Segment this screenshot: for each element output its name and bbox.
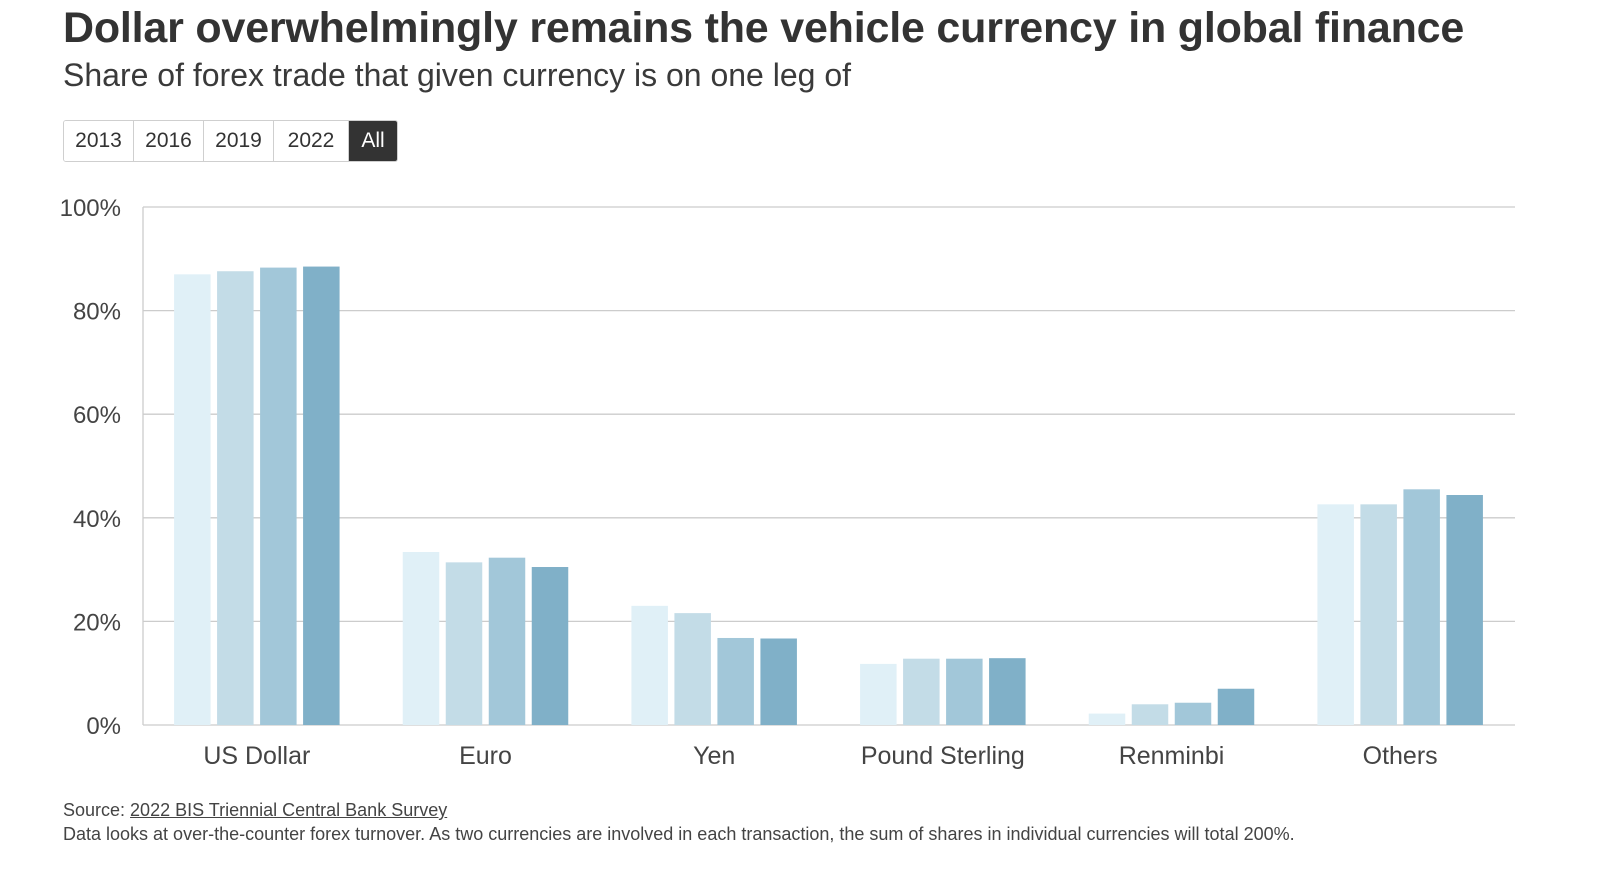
- tab-2019[interactable]: 2019: [204, 121, 274, 161]
- tab-all[interactable]: All: [349, 121, 397, 161]
- x-axis-category-labels: US Dollar Euro Yen Pound Sterling Renminbi Ot…: [203, 742, 1437, 770]
- y-tick-label: 80%: [73, 299, 121, 326]
- bar: [860, 663, 897, 725]
- tab-2022[interactable]: 2022: [274, 121, 349, 161]
- bar: [946, 658, 983, 725]
- bar: [631, 605, 668, 725]
- bar: [674, 613, 711, 725]
- x-tick-label: US Dollar: [203, 742, 310, 770]
- bar: [903, 658, 940, 725]
- footnote: Data looks at over-the-counter forex tur…: [63, 824, 1295, 844]
- x-tick-label: Renminbi: [1119, 742, 1225, 770]
- y-tick-label: 60%: [73, 402, 121, 429]
- bar: [1403, 489, 1440, 725]
- bar: [488, 557, 526, 725]
- bar: [1317, 504, 1354, 725]
- source-line: Source: 2022 BIS Triennial Central Bank …: [63, 800, 447, 821]
- bar: [174, 274, 211, 725]
- bar: [445, 562, 483, 725]
- bar: [760, 638, 797, 725]
- bar: [260, 267, 297, 725]
- tab-2013[interactable]: 2013: [64, 121, 134, 161]
- bar-chart: 0% 20% 40% 60% 80% 100% US Dollar Euro Yen Pound…: [60, 195, 1515, 770]
- y-axis-tick-labels: 0% 20% 40% 60% 80% 100%: [60, 195, 121, 740]
- year-filter-tabs: 2013 2016 2019 2022 All: [63, 120, 398, 162]
- bar: [1217, 688, 1255, 725]
- x-tick-label: Others: [1363, 742, 1438, 770]
- chart-subtitle: Share of forex trade that given currency…: [63, 57, 852, 93]
- bar: [1088, 713, 1126, 725]
- y-tick-label: 40%: [73, 506, 121, 533]
- x-tick-label: Euro: [459, 742, 512, 770]
- bar: [989, 658, 1026, 725]
- chart-title: Dollar overwhelmingly remains the vehicl…: [63, 4, 1465, 52]
- y-tick-label: 0%: [86, 713, 121, 740]
- bar: [303, 266, 340, 725]
- bar: [402, 551, 440, 725]
- bar: [717, 637, 754, 725]
- bar: [1131, 704, 1169, 725]
- source-prefix: Source:: [63, 800, 131, 820]
- bar: [1174, 702, 1212, 725]
- bars: [174, 266, 1483, 725]
- bar: [1446, 495, 1483, 725]
- y-tick-label: 20%: [73, 609, 121, 636]
- source-link[interactable]: 2022 BIS Triennial Central Bank Survey: [130, 800, 448, 820]
- y-tick-label: 100%: [60, 195, 121, 222]
- bar: [531, 567, 569, 725]
- x-tick-label: Yen: [693, 742, 735, 770]
- x-tick-label: Pound Sterling: [861, 742, 1025, 770]
- tab-2016[interactable]: 2016: [134, 121, 204, 161]
- gridlines: [142, 206, 1515, 726]
- bar: [217, 271, 254, 725]
- bar: [1360, 504, 1397, 725]
